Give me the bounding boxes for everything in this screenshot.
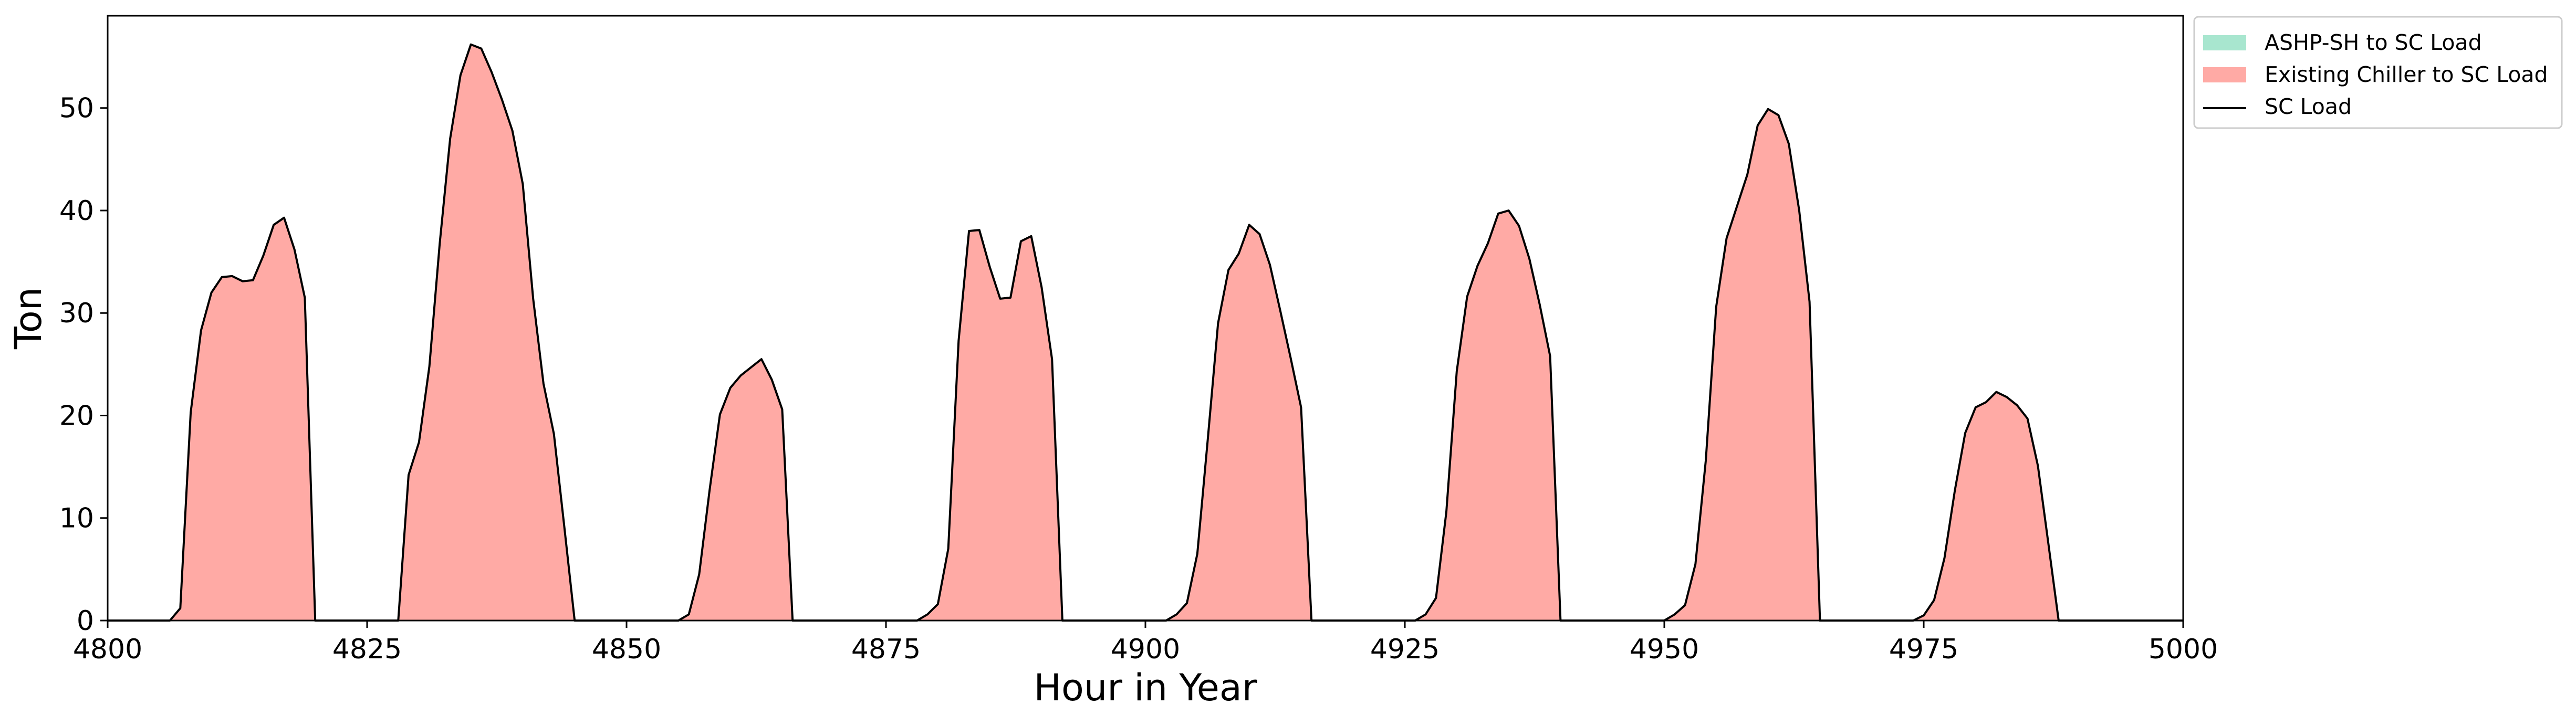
y-tick-label: 40 bbox=[59, 195, 94, 227]
legend-frame bbox=[2193, 16, 2563, 129]
x-tick-label: 4950 bbox=[1630, 634, 1699, 665]
legend-label-chiller: Existing Chiller to SC Load bbox=[2265, 62, 2548, 87]
y-tick-label: 0 bbox=[77, 605, 94, 637]
x-tick-label: 4875 bbox=[851, 634, 921, 665]
y-tick-label: 50 bbox=[59, 93, 94, 124]
x-tick-label: 5000 bbox=[2149, 634, 2218, 665]
y-tick-label: 20 bbox=[59, 400, 94, 432]
y-axis-title: Ton bbox=[7, 287, 50, 350]
legend-swatch-ashp bbox=[2203, 35, 2246, 50]
x-tick-label: 4900 bbox=[1111, 634, 1180, 665]
y-tick-label: 10 bbox=[59, 503, 94, 534]
legend-label-load: SC Load bbox=[2265, 94, 2352, 119]
x-tick-label: 4850 bbox=[592, 634, 661, 665]
x-tick-label: 4800 bbox=[73, 634, 142, 665]
x-tick-label: 4825 bbox=[332, 634, 402, 665]
x-tick-label: 4975 bbox=[1889, 634, 1958, 665]
x-axis: 4800 4825 4850 4875 4900 4925 4950 4975 5000 bbox=[73, 621, 2218, 665]
legend-label-ashp: ASHP-SH to SC Load bbox=[2265, 30, 2482, 55]
x-axis-title: Hour in Year bbox=[1034, 666, 1257, 709]
x-tick-label: 4925 bbox=[1370, 634, 1440, 665]
legend: ASHP-SH to SC Load Existing Chiller to S… bbox=[2193, 16, 2563, 129]
legend-swatch-chiller bbox=[2203, 67, 2246, 82]
y-tick-label: 30 bbox=[59, 298, 94, 329]
area-existing-chiller bbox=[108, 44, 2183, 621]
y-axis: 0 10 20 30 40 50 bbox=[59, 93, 108, 637]
